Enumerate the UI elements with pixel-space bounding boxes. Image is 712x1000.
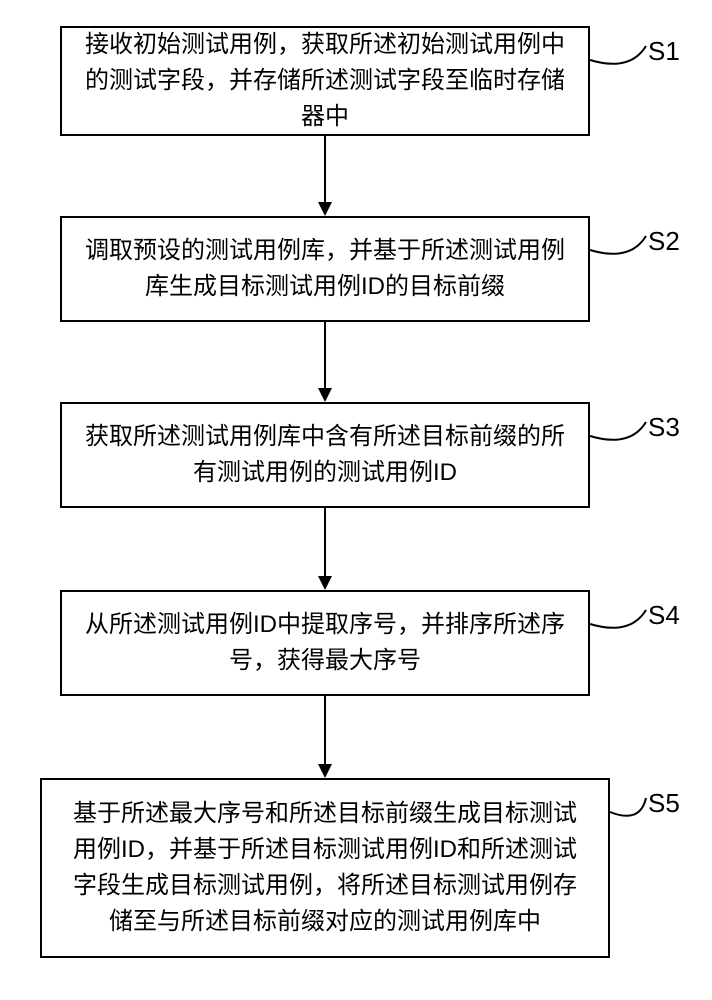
flowchart-canvas: 接收初始测试用例，获取所述初始测试用例中的测试字段，并存储所述测试字段至临时存储… xyxy=(0,0,712,1000)
connector-s1 xyxy=(0,0,712,1000)
